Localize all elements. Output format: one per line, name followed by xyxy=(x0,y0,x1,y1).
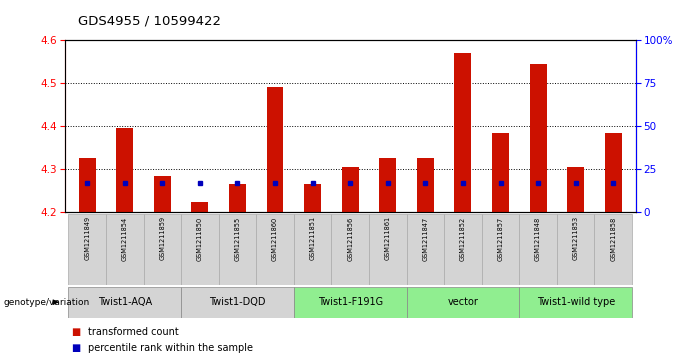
FancyBboxPatch shape xyxy=(369,214,407,285)
FancyBboxPatch shape xyxy=(520,214,557,285)
Bar xyxy=(407,287,520,318)
Bar xyxy=(192,201,208,212)
Bar xyxy=(294,287,407,318)
FancyBboxPatch shape xyxy=(481,214,520,285)
Text: vector: vector xyxy=(447,297,478,307)
Text: GSM1211848: GSM1211848 xyxy=(535,216,541,261)
Text: GDS4955 / 10599422: GDS4955 / 10599422 xyxy=(78,15,221,28)
Bar xyxy=(417,159,434,212)
Text: Twist1-DQD: Twist1-DQD xyxy=(209,297,266,307)
Text: GSM1211860: GSM1211860 xyxy=(272,216,278,261)
Bar xyxy=(520,287,632,318)
Bar xyxy=(342,167,358,212)
Text: ■: ■ xyxy=(71,327,81,337)
FancyBboxPatch shape xyxy=(256,214,294,285)
Text: GSM1211849: GSM1211849 xyxy=(84,216,90,260)
Text: GSM1211859: GSM1211859 xyxy=(159,216,165,260)
Bar xyxy=(79,159,96,212)
FancyBboxPatch shape xyxy=(557,214,594,285)
FancyBboxPatch shape xyxy=(407,214,444,285)
Bar xyxy=(567,167,584,212)
Text: genotype/variation: genotype/variation xyxy=(3,298,90,307)
Text: transformed count: transformed count xyxy=(88,327,179,337)
Text: GSM1211861: GSM1211861 xyxy=(385,216,391,260)
FancyBboxPatch shape xyxy=(143,214,181,285)
FancyBboxPatch shape xyxy=(219,214,256,285)
FancyBboxPatch shape xyxy=(294,214,331,285)
Text: GSM1211852: GSM1211852 xyxy=(460,216,466,261)
Bar xyxy=(267,87,284,212)
Text: GSM1211856: GSM1211856 xyxy=(347,216,353,261)
Bar xyxy=(154,176,171,212)
FancyBboxPatch shape xyxy=(594,214,632,285)
Bar xyxy=(116,128,133,212)
Bar xyxy=(454,53,471,212)
Text: percentile rank within the sample: percentile rank within the sample xyxy=(88,343,254,353)
Text: ■: ■ xyxy=(71,343,81,353)
Text: GSM1211847: GSM1211847 xyxy=(422,216,428,261)
Text: Twist1-AQA: Twist1-AQA xyxy=(98,297,152,307)
FancyBboxPatch shape xyxy=(181,214,219,285)
Text: GSM1211858: GSM1211858 xyxy=(610,216,616,261)
Text: GSM1211850: GSM1211850 xyxy=(197,216,203,261)
Text: GSM1211851: GSM1211851 xyxy=(309,216,316,260)
FancyBboxPatch shape xyxy=(444,214,481,285)
Bar xyxy=(181,287,294,318)
Text: GSM1211855: GSM1211855 xyxy=(235,216,241,261)
Bar xyxy=(379,159,396,212)
Text: Twist1-F191G: Twist1-F191G xyxy=(318,297,383,307)
Text: GSM1211854: GSM1211854 xyxy=(122,216,128,261)
Bar xyxy=(530,64,547,212)
Bar xyxy=(304,184,321,212)
FancyBboxPatch shape xyxy=(106,214,143,285)
FancyBboxPatch shape xyxy=(69,214,106,285)
Text: Twist1-wild type: Twist1-wild type xyxy=(537,297,615,307)
Text: GSM1211857: GSM1211857 xyxy=(498,216,503,261)
Bar xyxy=(229,184,246,212)
Bar xyxy=(605,132,622,212)
Bar xyxy=(492,132,509,212)
FancyBboxPatch shape xyxy=(331,214,369,285)
Bar xyxy=(69,287,181,318)
Text: GSM1211853: GSM1211853 xyxy=(573,216,579,260)
